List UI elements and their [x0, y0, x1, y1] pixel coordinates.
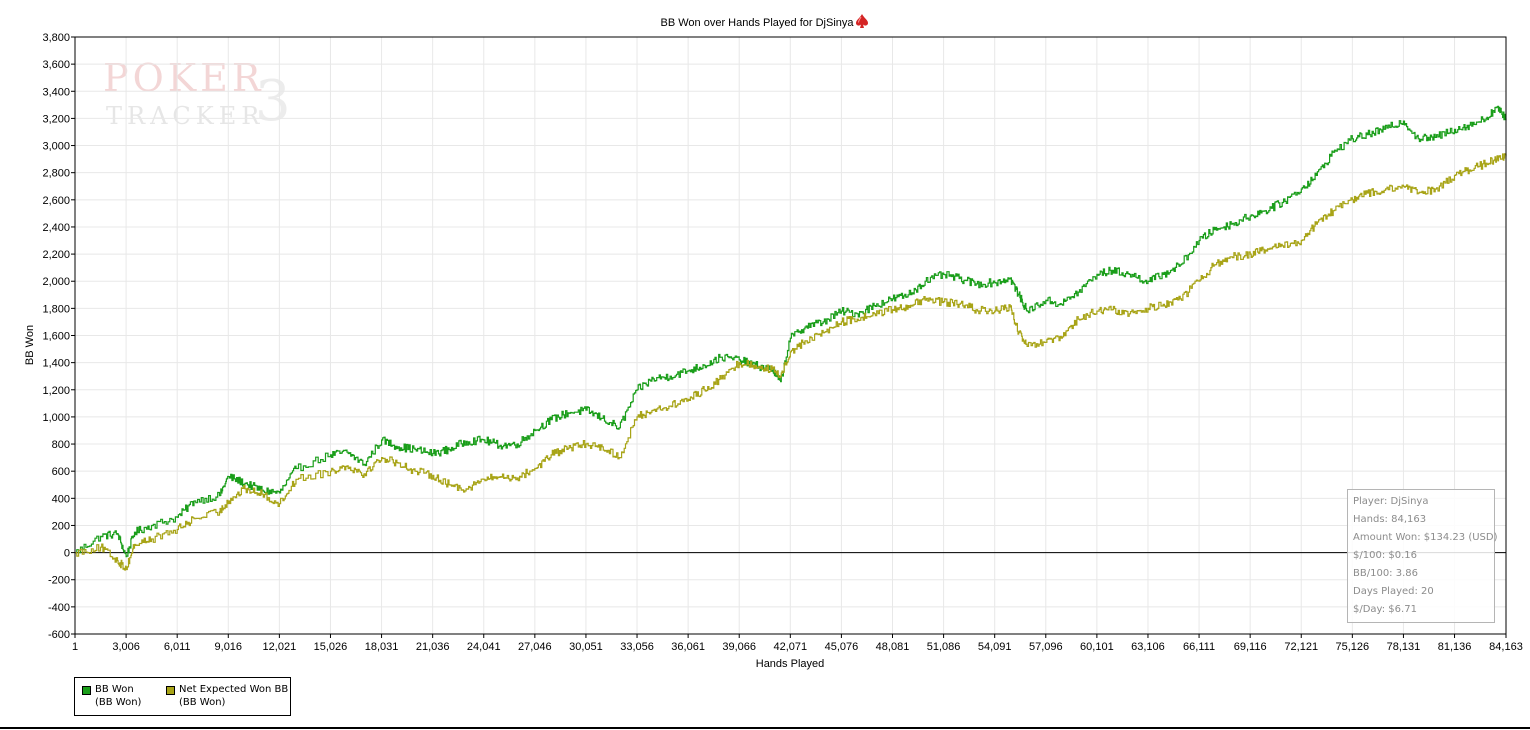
legend-label-net-expected: Net Expected Won BB — [179, 684, 289, 695]
stat-amount-won: Amount Won: $134.23 (USD) — [1353, 532, 1498, 543]
y-tick-label: 3,800 — [42, 32, 70, 44]
y-tick-label: 400 — [52, 493, 70, 505]
x-tick-label: 66,111 — [1183, 641, 1215, 653]
grid-lines — [74, 36, 1507, 635]
x-tick-label: 12,021 — [263, 641, 297, 653]
x-tick-label: 57,096 — [1029, 641, 1063, 653]
x-tick-label: 33,056 — [620, 641, 654, 653]
x-tick-label: 78,131 — [1387, 641, 1421, 653]
y-tick-label: 1,800 — [42, 303, 70, 315]
stat-player: Player: DjSinya — [1353, 496, 1429, 507]
y-tick-label: 3,200 — [42, 113, 70, 125]
y-tick-label: 1,600 — [42, 331, 70, 343]
x-tick-label: 15,026 — [314, 641, 348, 653]
series-lines — [75, 105, 1507, 571]
x-tick-label: 81,136 — [1438, 641, 1472, 653]
y-tick-label: 1,200 — [42, 385, 70, 397]
x-tick-label: 84,163 — [1489, 641, 1523, 653]
stat-dollars-per-100: $/100: $0.16 — [1353, 550, 1417, 561]
bottom-border — [0, 727, 1530, 729]
y-axis-label: BB Won — [24, 325, 36, 365]
series-line-1 — [75, 153, 1507, 571]
chart-title: BB Won over Hands Played for DjSinya — [661, 17, 855, 29]
legend-swatch-net-expected — [166, 686, 175, 695]
y-tick-label: 2,400 — [42, 222, 70, 234]
y-tick-label: 2,800 — [42, 168, 70, 180]
watermark-tracker: TRACKER — [106, 102, 264, 130]
player-stats-box: Player: DjSinya Hands: 84,163 Amount Won… — [1347, 489, 1498, 623]
y-tick-label: 600 — [52, 466, 70, 478]
x-tick-label: 18,031 — [365, 641, 399, 653]
red-spade-icon — [856, 14, 868, 28]
y-tick-label: 3,600 — [42, 59, 70, 71]
y-tick-label: 1,400 — [42, 358, 70, 370]
stat-dollars-per-day: $/Day: $6.71 — [1353, 604, 1417, 615]
y-tick-label: -400 — [48, 602, 70, 614]
watermark-poker: POKER — [103, 56, 264, 100]
x-tick-label: 63,106 — [1131, 641, 1165, 653]
x-tick-label: 6,011 — [164, 641, 191, 653]
legend-unit-net-expected: (BB Won) — [179, 697, 226, 708]
y-tick-label: 0 — [64, 548, 70, 560]
y-tick-label: 2,000 — [42, 276, 70, 288]
chart-legend: BB Won (BB Won) Net Expected Won BB (BB … — [74, 677, 291, 716]
y-tick-label: 3,000 — [42, 141, 70, 153]
x-tick-label: 27,046 — [518, 641, 552, 653]
y-tick-label: 200 — [52, 520, 70, 532]
watermark-digit: 3 — [255, 69, 295, 134]
y-tick-label: -200 — [48, 575, 70, 587]
x-tick-label: 72,121 — [1284, 641, 1318, 653]
legend-label-bb-won: BB Won — [95, 684, 134, 695]
x-tick-label: 9,016 — [215, 641, 243, 653]
y-tick-label: 3,400 — [42, 86, 70, 98]
x-tick-label: 69,116 — [1234, 641, 1267, 653]
x-tick-label: 60,101 — [1080, 641, 1114, 653]
x-tick-label: 30,051 — [569, 641, 603, 653]
x-tick-label: 21,036 — [416, 641, 450, 653]
x-axis-ticks: 1 3,006 6,011 9,016 12,021 15,026 18,031 21,036… — [72, 634, 1523, 653]
legend-swatch-bb-won — [82, 686, 91, 695]
x-tick-label: 75,126 — [1336, 641, 1370, 653]
legend-unit-bb-won: (BB Won) — [95, 697, 142, 708]
x-tick-label: 42,071 — [773, 641, 807, 653]
poker-tracker-watermark: POKER 3 TRACKER — [103, 56, 295, 134]
x-tick-label: 51,086 — [927, 641, 961, 653]
y-tick-label: -600 — [48, 629, 70, 641]
series-line-0 — [75, 105, 1507, 558]
x-tick-label: 1 — [72, 641, 78, 653]
x-tick-label: 45,076 — [825, 641, 859, 653]
y-axis-ticks: -600 -400 -200 0 200 400 600 800 1,000 1,200 1,400… — [42, 32, 75, 641]
x-tick-label: 39,066 — [722, 641, 756, 653]
x-tick-label: 24,041 — [467, 641, 501, 653]
x-tick-label: 54,091 — [978, 641, 1012, 653]
y-tick-label: 1,000 — [42, 412, 70, 424]
stat-days-played: Days Played: 20 — [1353, 586, 1434, 597]
stat-bb-per-100: BB/100: 3.86 — [1353, 568, 1418, 579]
y-tick-label: 2,200 — [42, 249, 70, 261]
y-tick-label: 2,600 — [42, 195, 70, 207]
x-axis-label: Hands Played — [756, 658, 825, 670]
x-tick-label: 3,006 — [112, 641, 140, 653]
x-tick-label: 36,061 — [671, 641, 705, 653]
x-tick-label: 48,081 — [876, 641, 910, 653]
y-tick-label: 800 — [52, 439, 70, 451]
stat-hands: Hands: 84,163 — [1353, 514, 1427, 525]
